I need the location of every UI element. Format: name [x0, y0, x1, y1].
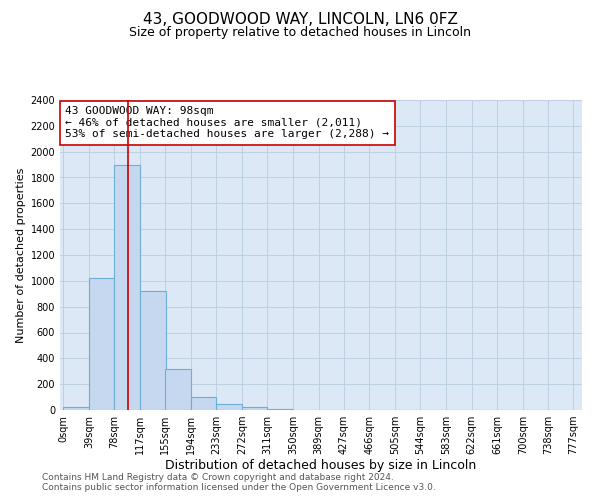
Text: Contains HM Land Registry data © Crown copyright and database right 2024.: Contains HM Land Registry data © Crown c… — [42, 472, 394, 482]
Bar — [165, 370, 191, 410]
Text: Contains public sector information licensed under the Open Government Licence v3: Contains public sector information licen… — [42, 484, 436, 492]
Bar — [140, 291, 166, 410]
Text: 43, GOODWOOD WAY, LINCOLN, LN6 0FZ: 43, GOODWOOD WAY, LINCOLN, LN6 0FZ — [143, 12, 457, 28]
Text: Size of property relative to detached houses in Lincoln: Size of property relative to detached ho… — [129, 26, 471, 39]
Bar — [115, 164, 140, 410]
Bar — [242, 408, 268, 410]
Text: 43 GOODWOOD WAY: 98sqm
← 46% of detached houses are smaller (2,011)
53% of semi-: 43 GOODWOOD WAY: 98sqm ← 46% of detached… — [65, 106, 389, 140]
Bar — [216, 404, 242, 410]
Y-axis label: Number of detached properties: Number of detached properties — [16, 168, 26, 342]
Bar — [268, 408, 293, 410]
Bar — [191, 397, 216, 410]
X-axis label: Distribution of detached houses by size in Lincoln: Distribution of detached houses by size … — [166, 458, 476, 471]
Bar — [89, 278, 115, 410]
Bar — [63, 408, 89, 410]
